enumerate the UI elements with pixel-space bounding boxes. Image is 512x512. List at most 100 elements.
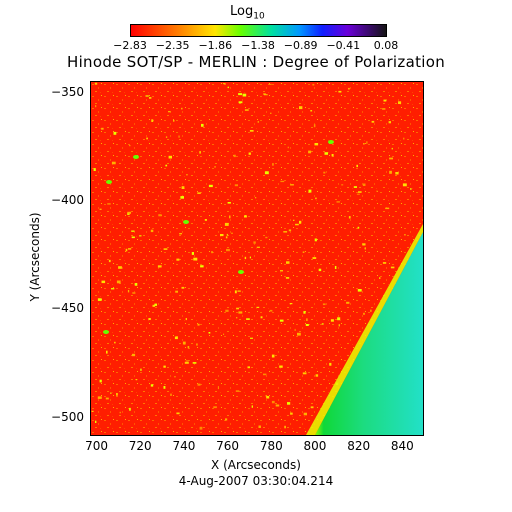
- speckle-spot: [168, 155, 172, 159]
- speckle-spot: [106, 350, 108, 354]
- speckle-spot: [306, 318, 308, 321]
- speckle-spot: [287, 402, 291, 405]
- speckle-spot: [151, 119, 154, 122]
- colorbar-title: Log10: [230, 4, 265, 22]
- speckle-spot: [187, 346, 190, 349]
- speckle-spot: [287, 146, 289, 149]
- speckle-spot: [116, 393, 118, 396]
- speckle-spot: [99, 379, 102, 383]
- x-tick-label: 760: [216, 439, 240, 453]
- speckle-spot: [184, 361, 189, 364]
- speckle-spot: [321, 323, 324, 325]
- speckle-spot: [303, 311, 306, 314]
- speckle-spot: [150, 229, 154, 233]
- speckle-spot: [135, 379, 138, 381]
- speckle-spot: [363, 143, 365, 145]
- speckle-spot: [336, 201, 340, 203]
- speckle-spot: [314, 238, 317, 242]
- speckle-spot: [94, 82, 98, 85]
- speckle-spot: [331, 154, 334, 157]
- speckle-spot: [93, 168, 96, 171]
- speckle-spot: [125, 248, 128, 252]
- speckle-spot: [227, 86, 229, 89]
- speckle-spot: [268, 83, 272, 85]
- speckle-spot: [181, 286, 185, 289]
- colorbar-tick-label: −0.89: [283, 39, 318, 52]
- speckle-spot: [265, 395, 268, 397]
- speckle-spot: [178, 135, 180, 138]
- speckle-spot: [163, 386, 166, 389]
- speckle-spot: [338, 90, 342, 93]
- speckle-spot: [101, 127, 104, 130]
- speckle-spot: [199, 151, 201, 154]
- speckle-spot: [196, 343, 198, 346]
- x-tick-label: 820: [347, 439, 371, 453]
- speckle-spot: [264, 171, 269, 175]
- speckle-spot: [132, 292, 136, 294]
- speckle-spot: [233, 154, 236, 158]
- speckle-spot: [139, 235, 142, 237]
- colorbar-tick-label: −2.83: [113, 39, 147, 52]
- speckle-spot: [247, 366, 250, 369]
- speckle-spot: [246, 318, 250, 320]
- speckle-spot: [346, 301, 350, 304]
- speckle-spot: [99, 208, 102, 210]
- x-tick-label: 700: [85, 439, 108, 453]
- speckle-spot: [389, 170, 392, 174]
- speckle-spot: [229, 215, 231, 219]
- speckle-spot: [249, 256, 251, 259]
- speckle-spot: [338, 324, 340, 327]
- x-tick-label: 840: [390, 439, 414, 453]
- speckle-spot: [334, 266, 337, 269]
- speckle-spot: [330, 319, 334, 322]
- speckle-spot: [302, 251, 305, 253]
- speckle-spot: [403, 137, 405, 140]
- speckle-spot: [275, 404, 280, 407]
- speckle-spot: [107, 203, 111, 205]
- speckle-spot: [290, 184, 294, 186]
- speckle-spot: [158, 214, 162, 217]
- speckle-spot: [170, 393, 172, 396]
- speckle-spot: [145, 95, 149, 97]
- speckle-spot: [395, 172, 399, 175]
- speckle-spot: [223, 83, 226, 85]
- speckle-spot: [253, 241, 256, 244]
- speckle-spot: [293, 219, 295, 221]
- speckle-spot: [308, 189, 312, 193]
- x-tick-label: 800: [303, 439, 327, 453]
- speckle-spot: [366, 141, 368, 144]
- speckle-spot: [163, 248, 168, 250]
- speckle-spot: [308, 150, 312, 154]
- speckle-spot: [312, 83, 315, 86]
- x-tick-label: 740: [172, 439, 196, 453]
- speckle-spot: [251, 405, 253, 408]
- speckle-spot: [271, 354, 275, 358]
- speckle-spot: [242, 93, 247, 97]
- speckle-spot: [110, 392, 112, 394]
- speckle-spot: [286, 261, 290, 264]
- speckle-spot: [297, 332, 301, 336]
- speckle-spot: [197, 192, 201, 194]
- speckle-spot: [271, 400, 275, 404]
- colorbar-tick-label: 0.08: [373, 39, 399, 52]
- speckle-spot: [168, 111, 171, 113]
- speckle-spot: [353, 186, 357, 188]
- green-spot: [133, 155, 139, 159]
- speckle-spot: [119, 411, 121, 414]
- speckle-spot: [127, 212, 130, 215]
- bright-spots: [91, 82, 412, 430]
- speckle-spot: [173, 120, 175, 122]
- speckle-spot: [279, 365, 283, 368]
- y-axis-label: Y (Arcseconds): [28, 212, 42, 302]
- speckle-spot: [341, 184, 344, 186]
- speckle-spot: [204, 219, 207, 221]
- speckle-spot: [269, 309, 273, 312]
- y-tick-label: −450: [51, 301, 84, 316]
- speckle-spot: [356, 164, 358, 168]
- speckle-spot: [284, 425, 286, 429]
- speckle-spot: [302, 372, 307, 375]
- speckle-spot: [323, 171, 326, 174]
- x-axis-label: X (Arcseconds): [211, 458, 301, 472]
- speckle-spot: [176, 258, 180, 261]
- speckle-spot: [163, 365, 166, 368]
